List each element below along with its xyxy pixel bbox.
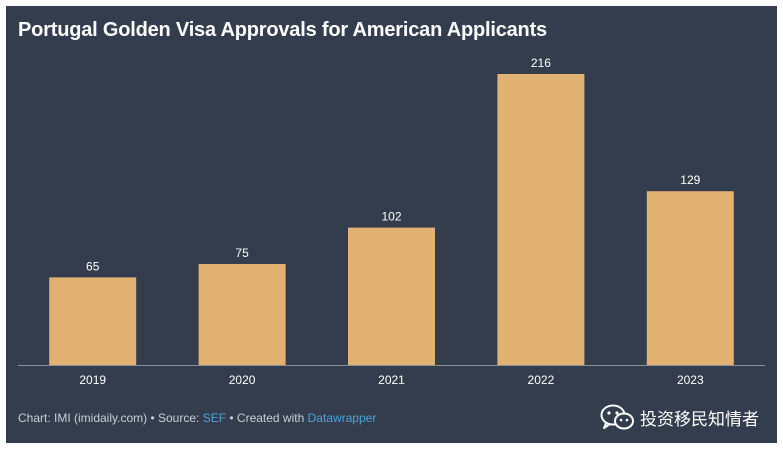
bar-2020 bbox=[198, 264, 286, 365]
x-tick-label-2020: 2020 bbox=[229, 373, 256, 387]
data-label-2022: 216 bbox=[531, 56, 551, 70]
watermark-text: 投资移民知情者 bbox=[640, 409, 759, 430]
watermark: 投资移民知情者 bbox=[600, 403, 759, 431]
x-tick-label-2023: 2023 bbox=[677, 373, 704, 387]
bar-chart: 65 2019 75 2020 102 2021 216 2022 129 2023 bbox=[18, 56, 765, 387]
x-tick-label-2021: 2021 bbox=[378, 373, 405, 387]
chart-panel: Portugal Golden Visa Approvals for Ameri… bbox=[6, 6, 777, 443]
datawrapper-link[interactable]: Datawrapper bbox=[307, 411, 377, 425]
bar-2019 bbox=[49, 277, 137, 365]
data-label-2019: 65 bbox=[86, 259, 100, 273]
chart-title: Portugal Golden Visa Approvals for Ameri… bbox=[18, 19, 547, 41]
bar-2022 bbox=[497, 74, 585, 365]
bar-2023 bbox=[646, 191, 734, 365]
source-link[interactable]: SEF bbox=[202, 411, 227, 425]
footer-credit: Chart: IMI (imidaily.com) • Source: bbox=[18, 411, 203, 425]
chart-footer: Chart: IMI (imidaily.com) • Source: SEF … bbox=[18, 411, 376, 425]
x-tick-label-2022: 2022 bbox=[528, 373, 555, 387]
bar-2021 bbox=[348, 227, 435, 365]
data-label-2020: 75 bbox=[235, 246, 249, 260]
data-label-2021: 102 bbox=[381, 210, 401, 224]
wechat-icon bbox=[600, 404, 634, 430]
data-label-2023: 129 bbox=[680, 173, 700, 187]
x-tick-label-2019: 2019 bbox=[79, 373, 106, 387]
footer-created-with: • Created with bbox=[226, 411, 308, 425]
